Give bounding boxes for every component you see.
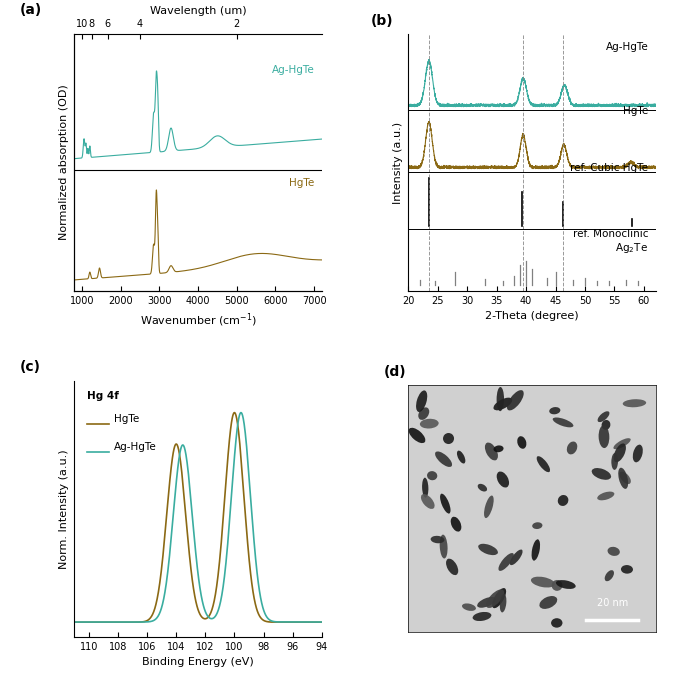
Ellipse shape	[473, 612, 491, 621]
Text: (a): (a)	[20, 3, 42, 18]
Ellipse shape	[485, 443, 498, 460]
Text: ref. Monoclinic
Ag$_2$Te: ref. Monoclinic Ag$_2$Te	[573, 229, 648, 256]
Ellipse shape	[420, 419, 439, 429]
Ellipse shape	[446, 559, 458, 575]
Ellipse shape	[621, 565, 633, 573]
Ellipse shape	[486, 589, 504, 608]
Text: HgTe: HgTe	[289, 178, 314, 188]
Ellipse shape	[477, 597, 496, 608]
Ellipse shape	[532, 522, 542, 529]
Ellipse shape	[537, 456, 550, 472]
Ellipse shape	[493, 445, 504, 452]
X-axis label: 2-Theta (degree): 2-Theta (degree)	[485, 311, 579, 321]
Y-axis label: Normalized absorption (OD): Normalized absorption (OD)	[59, 85, 69, 240]
Ellipse shape	[409, 427, 425, 443]
Ellipse shape	[507, 390, 524, 410]
Ellipse shape	[613, 438, 631, 449]
Text: ref. Cubic HgTe: ref. Cubic HgTe	[571, 162, 648, 173]
Text: (d): (d)	[383, 365, 406, 379]
Ellipse shape	[478, 484, 487, 492]
Ellipse shape	[439, 534, 448, 558]
Ellipse shape	[478, 544, 498, 555]
Ellipse shape	[510, 549, 523, 565]
Ellipse shape	[440, 494, 450, 514]
Text: HgTe: HgTe	[114, 414, 139, 424]
Ellipse shape	[549, 407, 560, 414]
Ellipse shape	[492, 588, 506, 608]
X-axis label: Wavenumber (cm$^{-1}$): Wavenumber (cm$^{-1}$)	[140, 311, 256, 329]
Ellipse shape	[531, 577, 555, 588]
Ellipse shape	[498, 553, 514, 571]
Ellipse shape	[556, 580, 576, 589]
Text: Ag-HgTe: Ag-HgTe	[272, 65, 314, 75]
X-axis label: Binding Energy (eV): Binding Energy (eV)	[142, 658, 254, 667]
Y-axis label: Norm. Intensity (a.u.): Norm. Intensity (a.u.)	[59, 449, 69, 569]
Ellipse shape	[623, 399, 646, 408]
Ellipse shape	[418, 408, 429, 420]
Ellipse shape	[599, 425, 609, 448]
Ellipse shape	[427, 471, 437, 480]
Ellipse shape	[443, 433, 454, 444]
Ellipse shape	[553, 417, 573, 427]
Ellipse shape	[602, 420, 610, 430]
Text: (c): (c)	[20, 360, 41, 374]
Ellipse shape	[457, 451, 465, 464]
Ellipse shape	[551, 618, 562, 627]
Ellipse shape	[619, 468, 628, 489]
Ellipse shape	[462, 603, 476, 611]
X-axis label: Wavelength (um): Wavelength (um)	[150, 6, 246, 16]
Ellipse shape	[605, 570, 614, 582]
Ellipse shape	[497, 387, 504, 411]
Text: Hg 4f: Hg 4f	[87, 391, 118, 401]
Ellipse shape	[451, 516, 461, 532]
Ellipse shape	[592, 468, 611, 479]
Ellipse shape	[539, 596, 557, 609]
Text: HgTe: HgTe	[623, 106, 648, 116]
Ellipse shape	[566, 442, 577, 454]
Ellipse shape	[484, 495, 493, 518]
Ellipse shape	[416, 390, 427, 412]
Ellipse shape	[614, 443, 626, 462]
Ellipse shape	[493, 398, 512, 410]
Ellipse shape	[435, 451, 452, 467]
Ellipse shape	[619, 471, 631, 484]
Ellipse shape	[500, 594, 506, 612]
Ellipse shape	[633, 445, 643, 462]
Ellipse shape	[552, 580, 562, 591]
Ellipse shape	[608, 547, 620, 556]
Y-axis label: Intensity (a.u.): Intensity (a.u.)	[393, 121, 403, 203]
Ellipse shape	[597, 492, 614, 500]
Ellipse shape	[531, 539, 540, 560]
Ellipse shape	[422, 477, 429, 497]
Ellipse shape	[421, 494, 435, 509]
Ellipse shape	[558, 495, 569, 506]
Ellipse shape	[431, 536, 444, 543]
Ellipse shape	[497, 471, 509, 488]
Ellipse shape	[517, 436, 527, 449]
Ellipse shape	[611, 453, 618, 470]
Text: Ag-HgTe: Ag-HgTe	[114, 443, 157, 452]
Text: (b): (b)	[371, 14, 394, 27]
Text: Ag-HgTe: Ag-HgTe	[606, 42, 648, 52]
Text: 20 nm: 20 nm	[597, 598, 628, 608]
Ellipse shape	[598, 411, 610, 422]
